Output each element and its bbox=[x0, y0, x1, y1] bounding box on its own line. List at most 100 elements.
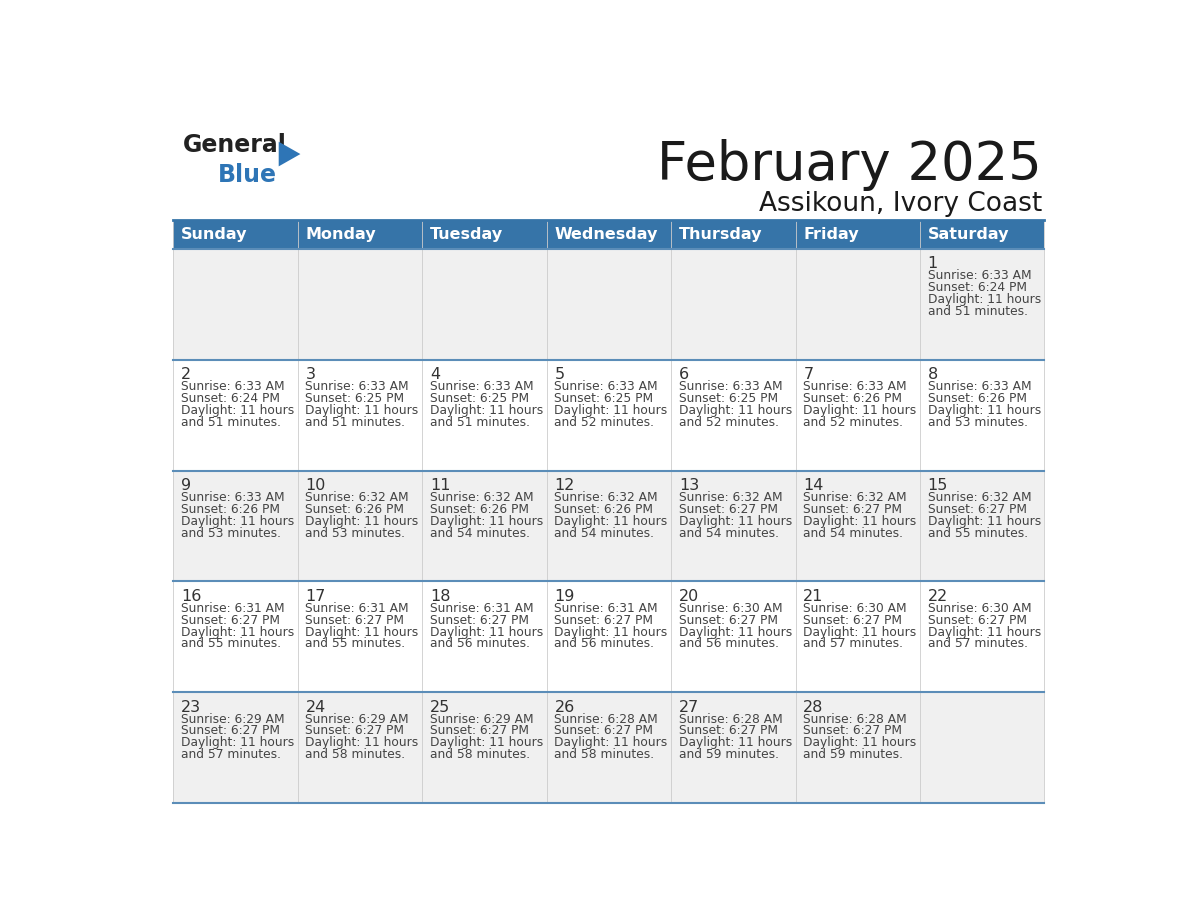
Text: Daylight: 11 hours: Daylight: 11 hours bbox=[430, 736, 543, 749]
Text: 25: 25 bbox=[430, 700, 450, 715]
Text: Daylight: 11 hours: Daylight: 11 hours bbox=[555, 515, 668, 528]
Text: and 54 minutes.: and 54 minutes. bbox=[555, 527, 655, 540]
Text: Sunset: 6:27 PM: Sunset: 6:27 PM bbox=[803, 503, 902, 516]
Text: and 55 minutes.: and 55 minutes. bbox=[305, 637, 405, 651]
Text: 20: 20 bbox=[678, 589, 699, 604]
Text: Sunrise: 6:30 AM: Sunrise: 6:30 AM bbox=[803, 601, 906, 615]
Bar bbox=[173, 581, 1044, 692]
Text: Sunset: 6:27 PM: Sunset: 6:27 PM bbox=[678, 724, 778, 737]
Text: Daylight: 11 hours: Daylight: 11 hours bbox=[678, 515, 792, 528]
Text: and 57 minutes.: and 57 minutes. bbox=[803, 637, 903, 651]
Text: and 55 minutes.: and 55 minutes. bbox=[928, 527, 1028, 540]
Text: Sunrise: 6:32 AM: Sunrise: 6:32 AM bbox=[430, 491, 533, 504]
Text: Sunrise: 6:33 AM: Sunrise: 6:33 AM bbox=[181, 491, 285, 504]
Text: Sunset: 6:24 PM: Sunset: 6:24 PM bbox=[181, 392, 280, 405]
Text: 18: 18 bbox=[430, 589, 450, 604]
Text: Assikoun, Ivory Coast: Assikoun, Ivory Coast bbox=[759, 191, 1042, 217]
Text: Daylight: 11 hours: Daylight: 11 hours bbox=[181, 625, 295, 639]
Text: Sunset: 6:25 PM: Sunset: 6:25 PM bbox=[555, 392, 653, 405]
Text: Daylight: 11 hours: Daylight: 11 hours bbox=[305, 736, 418, 749]
Text: Sunset: 6:26 PM: Sunset: 6:26 PM bbox=[803, 392, 902, 405]
Text: Sunrise: 6:33 AM: Sunrise: 6:33 AM bbox=[928, 380, 1031, 393]
Polygon shape bbox=[279, 141, 301, 166]
Text: Daylight: 11 hours: Daylight: 11 hours bbox=[555, 736, 668, 749]
Text: 14: 14 bbox=[803, 478, 823, 493]
Text: Daylight: 11 hours: Daylight: 11 hours bbox=[181, 515, 295, 528]
Text: Sunrise: 6:33 AM: Sunrise: 6:33 AM bbox=[928, 269, 1031, 282]
Text: 11: 11 bbox=[430, 478, 450, 493]
Text: Sunrise: 6:30 AM: Sunrise: 6:30 AM bbox=[928, 601, 1031, 615]
Text: and 51 minutes.: and 51 minutes. bbox=[928, 305, 1028, 318]
Text: Sunset: 6:27 PM: Sunset: 6:27 PM bbox=[305, 613, 404, 627]
Text: Daylight: 11 hours: Daylight: 11 hours bbox=[928, 293, 1041, 306]
Text: 4: 4 bbox=[430, 367, 440, 382]
Text: 12: 12 bbox=[555, 478, 575, 493]
Text: Daylight: 11 hours: Daylight: 11 hours bbox=[555, 404, 668, 417]
Text: Sunset: 6:26 PM: Sunset: 6:26 PM bbox=[928, 392, 1026, 405]
Text: 8: 8 bbox=[928, 367, 939, 382]
Text: Sunrise: 6:29 AM: Sunrise: 6:29 AM bbox=[181, 712, 285, 725]
Text: 7: 7 bbox=[803, 367, 814, 382]
Text: and 59 minutes.: and 59 minutes. bbox=[678, 748, 779, 761]
Text: Sunset: 6:26 PM: Sunset: 6:26 PM bbox=[430, 503, 529, 516]
Bar bbox=[173, 219, 298, 249]
Text: Sunday: Sunday bbox=[181, 227, 247, 241]
Text: Daylight: 11 hours: Daylight: 11 hours bbox=[181, 736, 295, 749]
Text: and 58 minutes.: and 58 minutes. bbox=[430, 748, 530, 761]
Text: 19: 19 bbox=[555, 589, 575, 604]
Bar bbox=[920, 219, 1044, 249]
Text: 1: 1 bbox=[928, 256, 939, 272]
Text: Daylight: 11 hours: Daylight: 11 hours bbox=[555, 625, 668, 639]
Text: and 53 minutes.: and 53 minutes. bbox=[928, 416, 1028, 429]
Text: Daylight: 11 hours: Daylight: 11 hours bbox=[803, 515, 916, 528]
Text: Daylight: 11 hours: Daylight: 11 hours bbox=[803, 625, 916, 639]
Text: General: General bbox=[183, 133, 287, 157]
Text: 28: 28 bbox=[803, 700, 823, 715]
Text: Sunset: 6:27 PM: Sunset: 6:27 PM bbox=[928, 503, 1026, 516]
Text: 13: 13 bbox=[678, 478, 699, 493]
Bar bbox=[796, 219, 920, 249]
Text: Sunrise: 6:28 AM: Sunrise: 6:28 AM bbox=[678, 712, 783, 725]
Text: Sunset: 6:27 PM: Sunset: 6:27 PM bbox=[305, 724, 404, 737]
Text: 6: 6 bbox=[678, 367, 689, 382]
Bar bbox=[173, 360, 1044, 471]
Text: Sunset: 6:27 PM: Sunset: 6:27 PM bbox=[555, 724, 653, 737]
Text: and 55 minutes.: and 55 minutes. bbox=[181, 637, 282, 651]
Bar bbox=[546, 219, 671, 249]
Text: Sunrise: 6:29 AM: Sunrise: 6:29 AM bbox=[305, 712, 409, 725]
Text: and 51 minutes.: and 51 minutes. bbox=[430, 416, 530, 429]
Text: and 54 minutes.: and 54 minutes. bbox=[430, 527, 530, 540]
Text: Monday: Monday bbox=[305, 227, 377, 241]
Text: and 52 minutes.: and 52 minutes. bbox=[803, 416, 903, 429]
Text: Daylight: 11 hours: Daylight: 11 hours bbox=[678, 625, 792, 639]
Text: and 54 minutes.: and 54 minutes. bbox=[803, 527, 903, 540]
Text: Daylight: 11 hours: Daylight: 11 hours bbox=[678, 736, 792, 749]
Text: Sunrise: 6:30 AM: Sunrise: 6:30 AM bbox=[678, 601, 783, 615]
Text: and 57 minutes.: and 57 minutes. bbox=[928, 637, 1028, 651]
Text: Daylight: 11 hours: Daylight: 11 hours bbox=[803, 736, 916, 749]
Text: Sunrise: 6:33 AM: Sunrise: 6:33 AM bbox=[555, 380, 658, 393]
Text: Daylight: 11 hours: Daylight: 11 hours bbox=[181, 404, 295, 417]
Text: Daylight: 11 hours: Daylight: 11 hours bbox=[305, 515, 418, 528]
Text: and 56 minutes.: and 56 minutes. bbox=[430, 637, 530, 651]
Text: Sunset: 6:25 PM: Sunset: 6:25 PM bbox=[678, 392, 778, 405]
Text: Sunrise: 6:32 AM: Sunrise: 6:32 AM bbox=[678, 491, 783, 504]
Text: and 52 minutes.: and 52 minutes. bbox=[678, 416, 779, 429]
Text: and 51 minutes.: and 51 minutes. bbox=[181, 416, 282, 429]
Bar bbox=[671, 219, 796, 249]
Text: Sunset: 6:27 PM: Sunset: 6:27 PM bbox=[803, 724, 902, 737]
Text: Sunset: 6:27 PM: Sunset: 6:27 PM bbox=[928, 613, 1026, 627]
Bar bbox=[173, 692, 1044, 803]
Text: Daylight: 11 hours: Daylight: 11 hours bbox=[430, 404, 543, 417]
Bar bbox=[298, 219, 422, 249]
Text: 17: 17 bbox=[305, 589, 326, 604]
Text: 22: 22 bbox=[928, 589, 948, 604]
Text: Sunset: 6:27 PM: Sunset: 6:27 PM bbox=[678, 503, 778, 516]
Text: and 59 minutes.: and 59 minutes. bbox=[803, 748, 903, 761]
Text: and 57 minutes.: and 57 minutes. bbox=[181, 748, 282, 761]
Text: Sunset: 6:27 PM: Sunset: 6:27 PM bbox=[430, 613, 529, 627]
Text: Blue: Blue bbox=[219, 162, 277, 186]
Text: and 52 minutes.: and 52 minutes. bbox=[555, 416, 655, 429]
Text: 21: 21 bbox=[803, 589, 823, 604]
Text: Sunrise: 6:32 AM: Sunrise: 6:32 AM bbox=[305, 491, 409, 504]
